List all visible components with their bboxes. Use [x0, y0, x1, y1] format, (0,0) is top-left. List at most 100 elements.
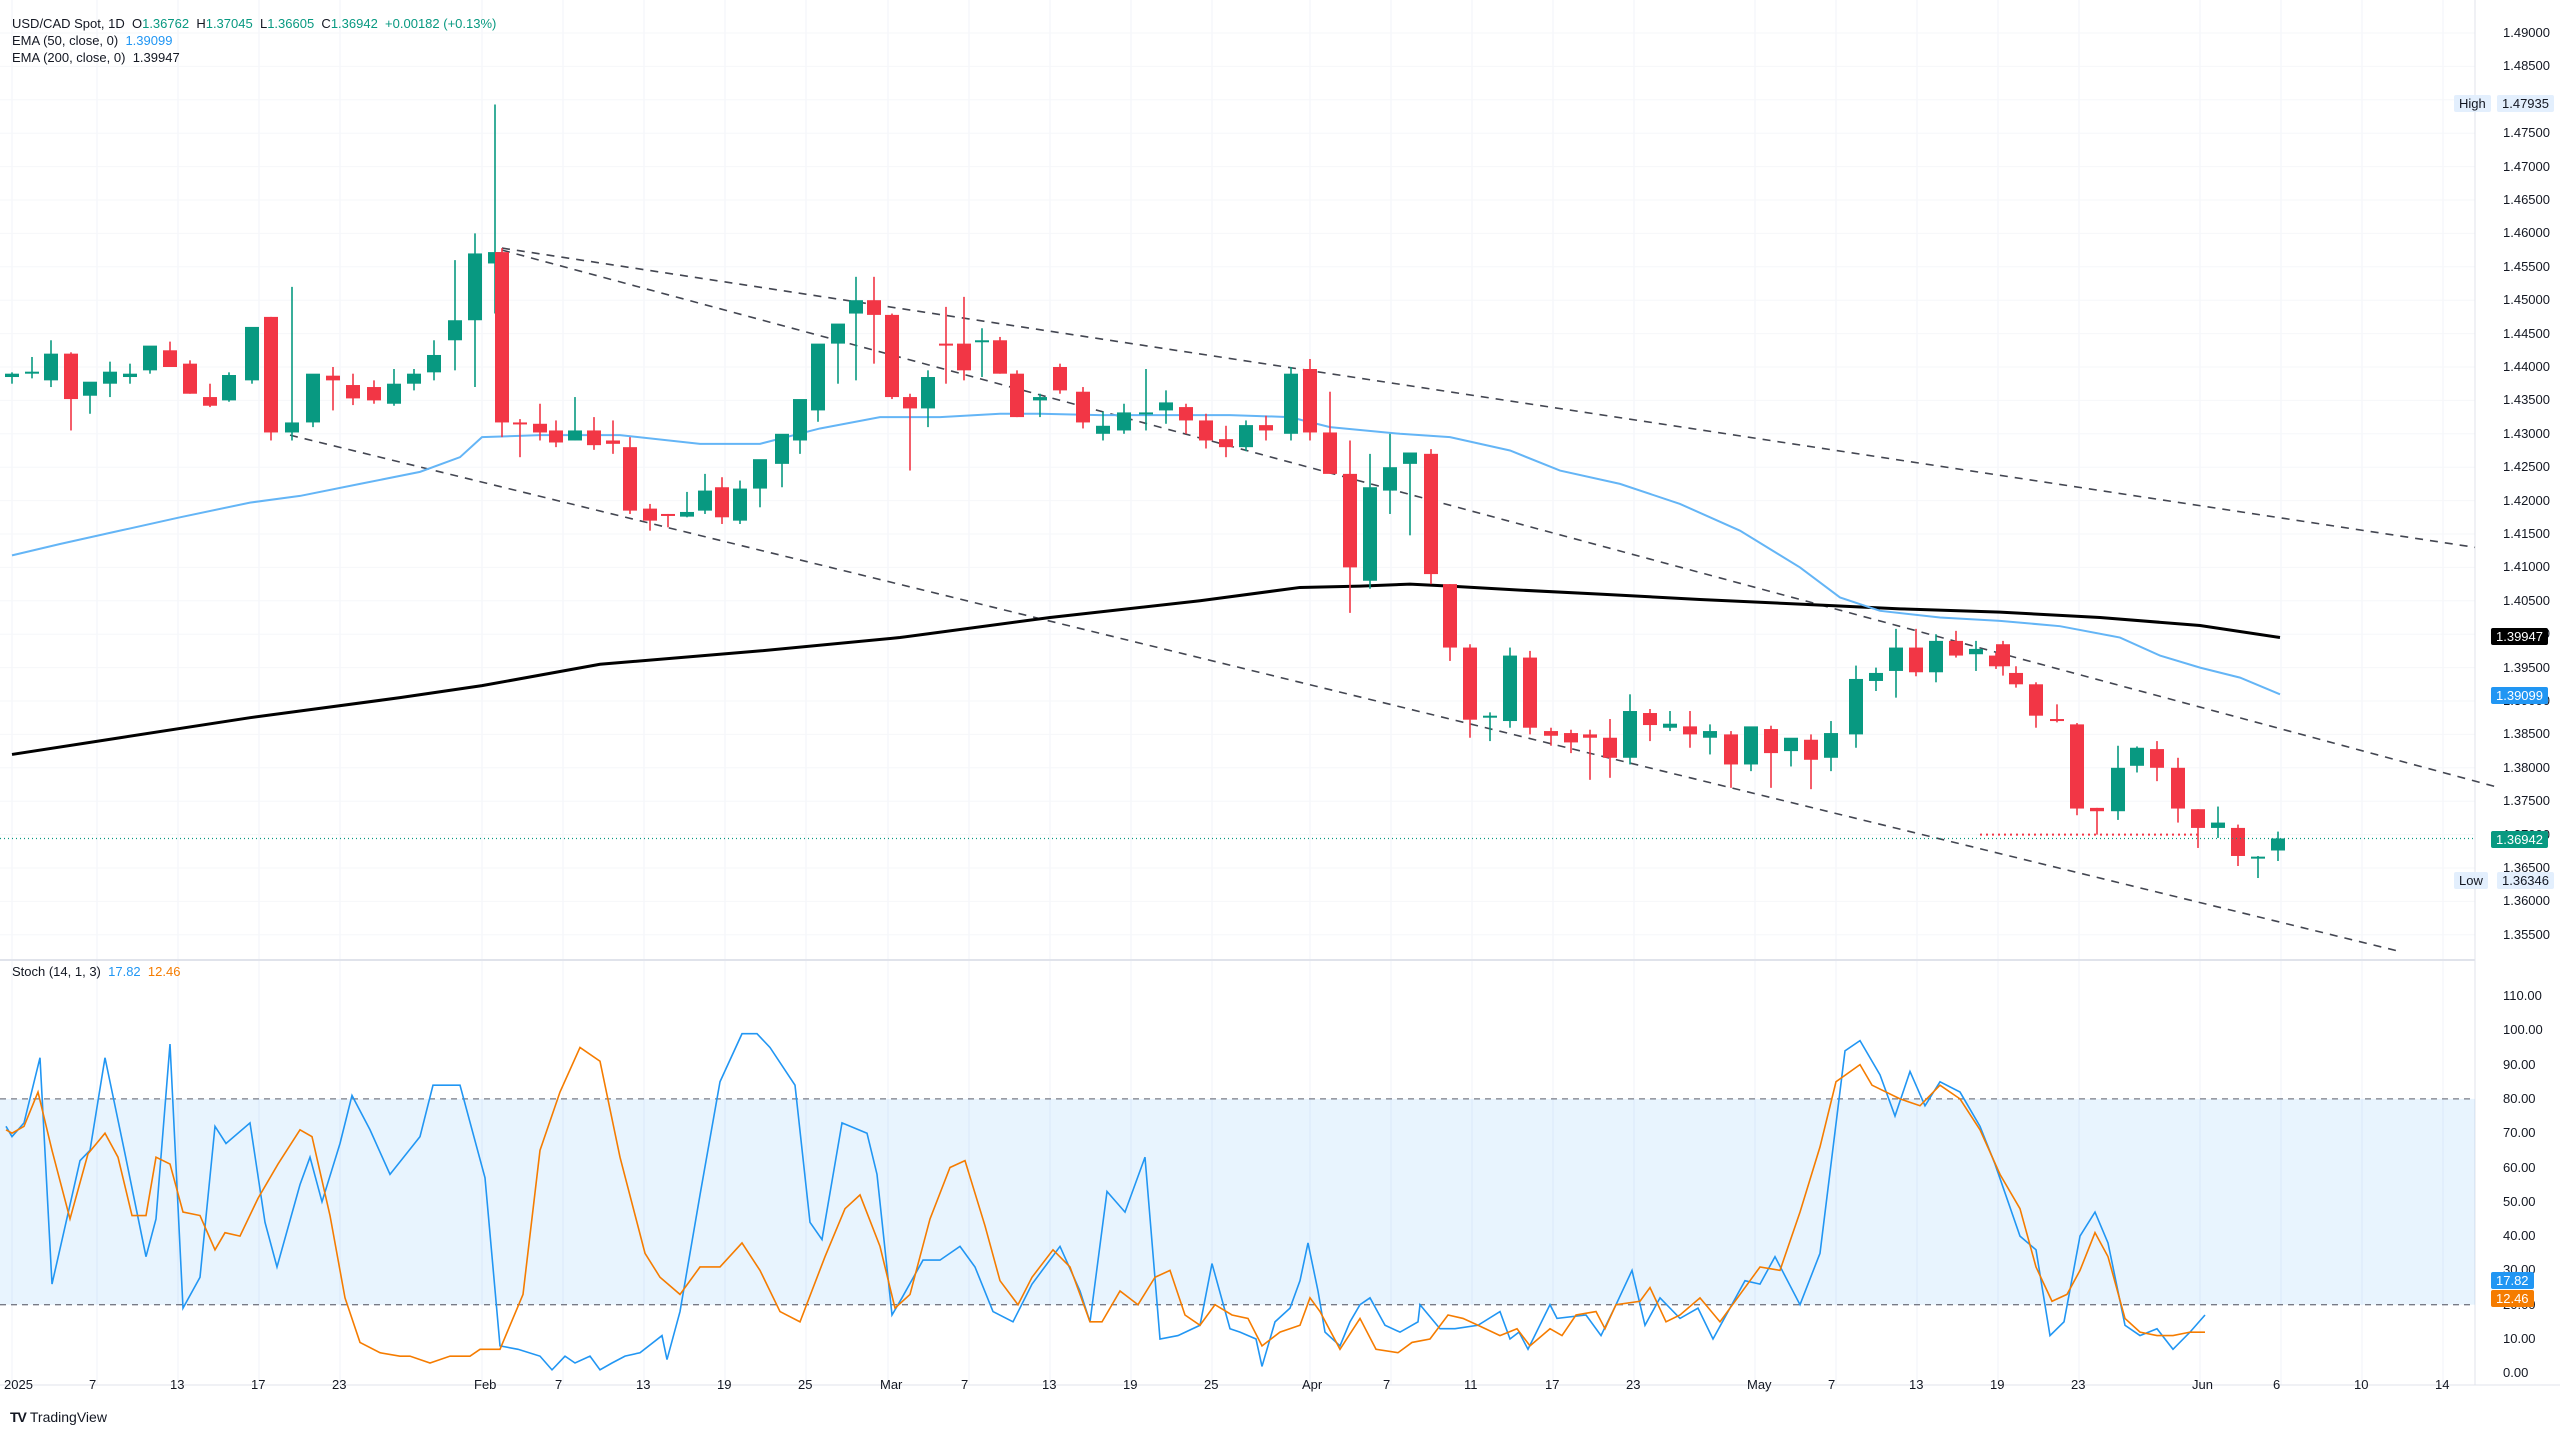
price-tick: 1.42000	[2503, 492, 2550, 508]
time-tick: 7	[555, 1377, 563, 1392]
time-tick: 14	[2435, 1377, 2450, 1392]
interval[interactable]: 1D	[108, 16, 125, 31]
time-tick: 7	[961, 1377, 969, 1392]
price-tick: 1.38000	[2503, 759, 2550, 775]
price-tick: 1.43500	[2503, 392, 2550, 408]
price-tick: 1.36500	[2503, 860, 2550, 875]
high-tag-label: High	[2454, 95, 2491, 112]
time-tick: 2025	[4, 1377, 33, 1392]
time-tick: 13	[636, 1377, 651, 1392]
tradingview-logo[interactable]: TV TradingView	[10, 1409, 107, 1425]
ohlc-row: USD/CAD Spot, 1D O1.36762 H1.37045 L1.36…	[12, 16, 497, 31]
stoch-tick: 60.00	[2503, 1159, 2536, 1175]
price-tick: 1.35500	[2503, 926, 2550, 942]
stoch-tick: 90.00	[2503, 1056, 2536, 1072]
time-tick: 17	[1545, 1377, 1560, 1392]
price-tick: 1.48500	[2503, 58, 2550, 74]
time-tick: 10	[2354, 1377, 2369, 1392]
stoch-label: Stoch (14, 1, 3)	[12, 964, 101, 979]
low-value: 1.36605	[267, 16, 315, 31]
price-tick: 1.41000	[2503, 559, 2550, 575]
time-tick: 13	[1909, 1377, 1924, 1392]
time-tick: 25	[798, 1377, 813, 1392]
stoch-tick: 10.00	[2503, 1331, 2536, 1346]
time-tick: Mar	[880, 1377, 903, 1392]
price-tick: 1.46000	[2503, 225, 2550, 241]
price-tick: 1.47000	[2503, 158, 2550, 174]
time-tick: 13	[170, 1377, 185, 1392]
price-tick: 1.47500	[2503, 125, 2550, 141]
stoch-tick: 40.00	[2503, 1228, 2536, 1244]
price-tick: 1.39500	[2503, 659, 2550, 675]
stoch-tick: 80.00	[2503, 1090, 2536, 1106]
time-tick: 13	[1042, 1377, 1057, 1392]
stoch-k-tag: 17.82	[2491, 1272, 2534, 1289]
change-value: +0.00182 (+0.13%)	[385, 16, 497, 31]
stoch-d-value: 12.46	[147, 964, 181, 979]
time-tick: Jun	[2192, 1377, 2213, 1392]
price-tick: 1.46500	[2503, 192, 2550, 207]
stoch-tick: 110.00	[2503, 988, 2542, 1003]
time-tick: 23	[332, 1377, 347, 1392]
candlesticks[interactable]	[5, 104, 2285, 879]
price-tick: 1.44000	[2503, 359, 2550, 374]
open-value: 1.36762	[142, 16, 190, 31]
close-value: 1.36942	[330, 16, 378, 31]
time-tick: 19	[1990, 1377, 2005, 1392]
ema200-value: 1.39947	[132, 50, 180, 65]
time-tick: 19	[717, 1377, 732, 1392]
symbol-legend[interactable]: USD/CAD Spot, 1D O1.36762 H1.37045 L1.36…	[12, 15, 496, 66]
time-tick: 7	[89, 1377, 97, 1392]
ema50-price-tag: 1.39099	[2491, 687, 2548, 704]
time-tick: 23	[2071, 1377, 2086, 1392]
ema50-legend[interactable]: EMA (50, close, 0) 1.39099	[12, 33, 173, 48]
grid-lines	[0, 0, 2560, 1386]
time-tick: 7	[1383, 1377, 1391, 1392]
price-tick: 1.44500	[2503, 325, 2550, 341]
stochastic-lines[interactable]	[5, 1032, 2206, 1372]
time-tick: 11	[1464, 1377, 1478, 1392]
price-tick: 1.37500	[2503, 793, 2550, 809]
price-tick: 1.45000	[2503, 292, 2550, 308]
stoch-legend[interactable]: Stoch (14, 1, 3) 17.82 12.46	[12, 963, 180, 980]
time-tick: 23	[1626, 1377, 1641, 1392]
stoch-tick: 70.00	[2503, 1125, 2536, 1141]
time-tick: 7	[1828, 1377, 1836, 1392]
stoch-overbought-oversold-band	[0, 1098, 2475, 1306]
high-value: 1.37045	[205, 16, 253, 31]
price-tick: 1.49000	[2503, 25, 2550, 40]
time-tick: May	[1747, 1377, 1772, 1392]
time-tick: Feb	[474, 1377, 497, 1392]
low-tag-value: 1.36346	[2497, 872, 2554, 889]
price-tick: 1.41500	[2503, 526, 2550, 541]
ema200-legend[interactable]: EMA (200, close, 0) 1.39947	[12, 50, 180, 65]
time-tick: 25	[1204, 1377, 1219, 1392]
time-tick: 17	[251, 1377, 266, 1392]
price-tick: 1.38500	[2503, 726, 2550, 742]
high-tag-value: 1.47935	[2497, 95, 2554, 112]
ema50-line[interactable]	[11, 412, 2281, 696]
stoch-k-value: 17.82	[108, 964, 141, 979]
low-tag-label: Low	[2454, 872, 2488, 889]
time-tick: 6	[2273, 1377, 2281, 1392]
symbol-name[interactable]: USD/CAD Spot	[12, 16, 101, 31]
tradingview-logo-text: TradingView	[29, 1409, 107, 1425]
tradingview-logo-icon: TV	[10, 1409, 27, 1425]
price-tick: 1.45500	[2503, 258, 2550, 274]
ema200-price-tag: 1.39947	[2491, 628, 2548, 645]
last-price-tag: 1.36942	[2491, 831, 2548, 848]
stoch-d-tag: 12.46	[2491, 1290, 2534, 1307]
time-tick: Apr	[1302, 1377, 1323, 1392]
price-tick: 1.42500	[2503, 459, 2550, 475]
stoch-tick: 0.00	[2503, 1365, 2529, 1381]
stoch-tick: 100.00	[2503, 1022, 2543, 1038]
trendlines[interactable]	[289, 247, 2501, 953]
time-tick: 19	[1123, 1377, 1138, 1392]
ema200-line[interactable]	[11, 582, 2281, 756]
price-tick: 1.40500	[2503, 592, 2550, 608]
ema50-value: 1.39099	[125, 33, 173, 48]
stoch-tick: 50.00	[2503, 1193, 2536, 1209]
price-tick: 1.43000	[2503, 425, 2550, 441]
price-tick: 1.36000	[2503, 893, 2550, 909]
